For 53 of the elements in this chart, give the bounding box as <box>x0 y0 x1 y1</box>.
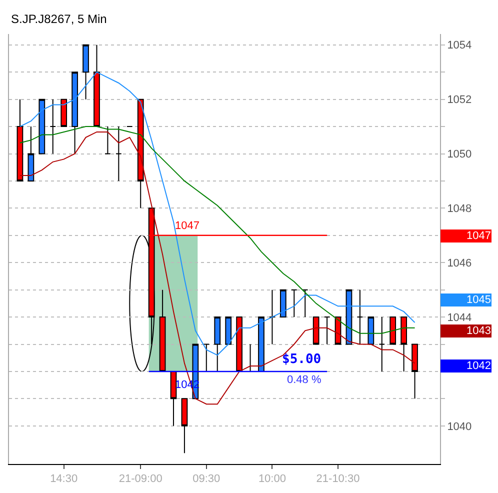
text: 1042 <box>466 360 491 372</box>
x-tick-label: 10:00 <box>258 473 286 486</box>
candlestick <box>290 289 298 318</box>
y-tick-label: 1050 <box>447 148 472 161</box>
text: 1045 <box>466 294 491 306</box>
candlestick <box>181 398 188 454</box>
x-tick-label: 09:30 <box>192 473 220 486</box>
candlestick <box>82 44 89 100</box>
text: 1043 <box>466 325 491 337</box>
candlestick <box>236 316 242 372</box>
candlestick <box>16 98 24 182</box>
candlestick <box>50 98 56 154</box>
candlestick <box>324 316 330 345</box>
candlestick <box>115 126 122 182</box>
x-tick-label: 21-10:30 <box>316 473 360 486</box>
candlestick <box>170 370 177 426</box>
text: 1047 <box>466 230 491 242</box>
y-tick-label: 1048 <box>447 203 472 216</box>
line-series <box>19 126 416 334</box>
x-tick-label: 14:30 <box>50 473 78 486</box>
candlestick <box>368 316 374 345</box>
candlestick <box>104 126 111 154</box>
candlestick <box>280 289 286 318</box>
y-tick-label: 1054 <box>447 40 472 52</box>
candlestick <box>302 289 308 318</box>
candlestick <box>72 72 78 154</box>
y-tick-label: 1046 <box>447 257 472 270</box>
candlestick <box>28 126 34 182</box>
candlestick <box>203 344 210 372</box>
candlestick <box>137 98 144 209</box>
candlestick <box>159 289 166 372</box>
candlestick <box>390 316 396 345</box>
candlestick <box>258 316 264 372</box>
candlestick <box>356 289 364 345</box>
candlestick <box>312 316 320 345</box>
candlestick <box>378 316 386 372</box>
candlestick <box>38 98 46 154</box>
y-tick-label: 1044 <box>447 312 472 324</box>
x-tick-label: 21-09:00 <box>118 473 162 486</box>
chart-title: S.JP.J8267, 5 Min <box>11 12 107 26</box>
y-tick-label: 1052 <box>447 94 472 106</box>
annotation: $5.00 <box>282 352 322 367</box>
candlestick <box>225 316 232 345</box>
line-series <box>19 131 416 405</box>
candlestick <box>94 44 100 128</box>
ref-line-label: 1047 <box>175 220 200 232</box>
candlestick <box>214 316 221 372</box>
candlestick <box>60 98 68 128</box>
candlestick <box>412 344 418 400</box>
annotation: 0.48 % <box>287 374 322 386</box>
candlestick <box>400 316 407 372</box>
y-tick-label: 1040 <box>447 420 472 433</box>
candlestick <box>269 289 276 345</box>
